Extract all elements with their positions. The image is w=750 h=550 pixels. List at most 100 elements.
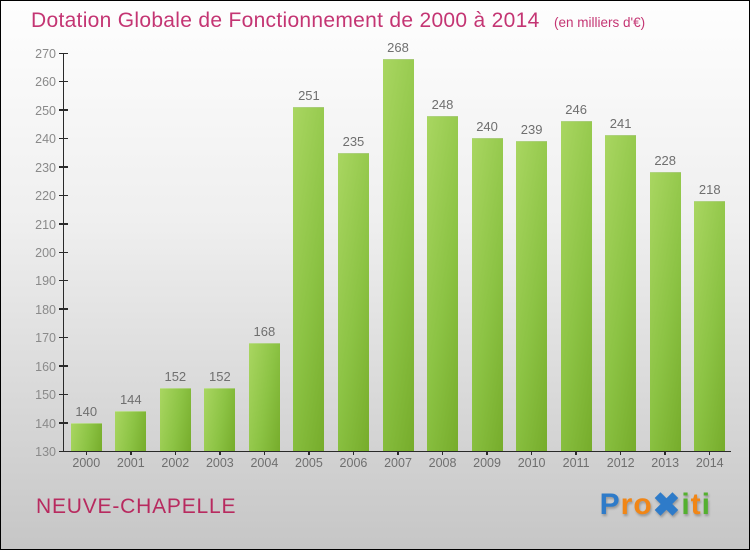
y-axis-tick [59,308,68,310]
y-axis-label: 140 [35,416,56,431]
x-axis-label: 2004 [250,456,279,470]
y-axis-tick [59,393,68,396]
bar-2009[interactable] [471,138,503,451]
bar-2000[interactable] [70,422,102,451]
x-axis-label: 2003 [205,456,234,470]
y-axis-label: 260 [35,75,56,90]
y-axis-tick [59,422,68,424]
y-axis-label: 130 [35,445,56,459]
x-axis-label: 2006 [339,456,368,470]
x-axis-label: 2001 [116,456,145,470]
x-axis-tick [619,451,622,455]
logo-x-glyph: ✖ [652,486,682,523]
y-axis-label: 220 [35,189,56,204]
bar-2012[interactable] [605,135,637,451]
y-axis-label: 180 [35,302,56,317]
bar-value-label: 251 [298,88,320,104]
x-axis-tick [486,451,488,455]
y-axis-tick [59,80,68,83]
y-axis-tick [59,52,68,54]
bar-value-label: 268 [387,39,409,55]
y-axis-label: 150 [35,388,56,403]
x-axis-tick [219,451,221,455]
bar-2001[interactable] [115,411,147,451]
bar-2002[interactable] [159,388,191,451]
x-axis-label: 2002 [161,456,190,470]
x-axis-tick [263,451,266,455]
bar-value-label: 228 [654,153,677,169]
bar-2004[interactable] [248,342,280,451]
plot-area: 130 140 150 160 170 180 190 200 210 220 230 240 250 2… [35,40,731,470]
x-axis-tick [85,451,88,455]
logo-letter: i [701,488,711,521]
bar-value-label: 240 [476,119,498,135]
bar-2013[interactable] [649,172,681,451]
x-axis-label: 2007 [384,456,412,470]
bar-2006[interactable] [337,152,369,451]
x-axis-tick [308,451,310,455]
y-axis-label: 250 [35,103,56,118]
bar-value-label: 218 [698,181,721,197]
y-axis-tick [59,279,68,282]
y-axis-tick [59,109,68,111]
y-axis-tick [59,450,68,452]
chart-header: Dotation Globale de Fonctionnement de 20… [31,9,731,33]
bar-2008[interactable] [427,115,459,451]
bar-2007[interactable] [382,58,414,451]
y-axis-label: 240 [35,132,56,147]
bar-value-label: 241 [609,116,632,132]
x-axis-tick [397,451,399,455]
x-axis-tick [530,451,533,455]
logo-letter: r [620,488,634,521]
bar-2011[interactable] [560,121,592,451]
x-axis-label: 2011 [562,456,590,470]
logo-letter: o [633,488,653,521]
proxiti-logo[interactable]: Pro✖iti [600,485,711,524]
bar-value-label: 152 [164,369,187,385]
y-axis-label: 160 [35,359,56,374]
chart-title: Dotation Globale de Fonctionnement de 20… [31,9,540,32]
x-axis-tick [174,451,177,455]
bar-2014[interactable] [694,200,726,451]
x-axis-label: 2000 [72,456,101,470]
x-axis-label: 2005 [295,456,323,470]
logo-letter: P [599,488,621,521]
y-axis-tick [59,223,68,225]
y-axis-label: 200 [35,246,56,260]
commune-label: NEUVE-CHAPELLE [36,495,237,518]
x-axis-tick [708,451,711,455]
logo-letter: i [681,488,691,521]
y-axis-tick [59,251,68,253]
x-axis-tick [130,451,132,455]
y-axis-label: 210 [35,217,56,232]
y-axis-label: 190 [35,274,56,289]
x-axis-label: 2010 [517,456,546,470]
bar-value-label: 246 [565,102,587,118]
bar-2003[interactable] [204,388,236,451]
x-axis-tick [441,451,444,455]
x-axis-tick [575,451,577,455]
y-axis-tick [59,194,68,197]
bar-value-label: 144 [119,392,142,408]
logo-letter: t [690,488,702,521]
x-axis-tick [352,451,355,455]
bar-value-label: 239 [520,122,543,138]
x-axis-label: 2012 [606,456,635,470]
x-axis-label: 2009 [473,456,501,470]
bar-value-label: 140 [75,403,98,419]
y-axis-tick [59,166,68,168]
y-axis-tick [59,365,68,367]
bar-value-label: 168 [253,323,276,339]
y-axis-tick [59,336,68,339]
bar-2010[interactable] [516,141,548,451]
y-axis-label: 230 [35,160,56,175]
chart-subtitle: (en milliers d'€) [554,15,646,30]
bar-value-label: 248 [431,96,454,112]
bar-2005[interactable] [293,107,325,451]
x-axis-label: 2014 [695,456,724,470]
bar-value-label: 152 [209,369,231,385]
x-axis-label: 2013 [651,456,680,470]
y-axis-tick [59,137,68,140]
y-axis-label: 270 [35,47,56,61]
